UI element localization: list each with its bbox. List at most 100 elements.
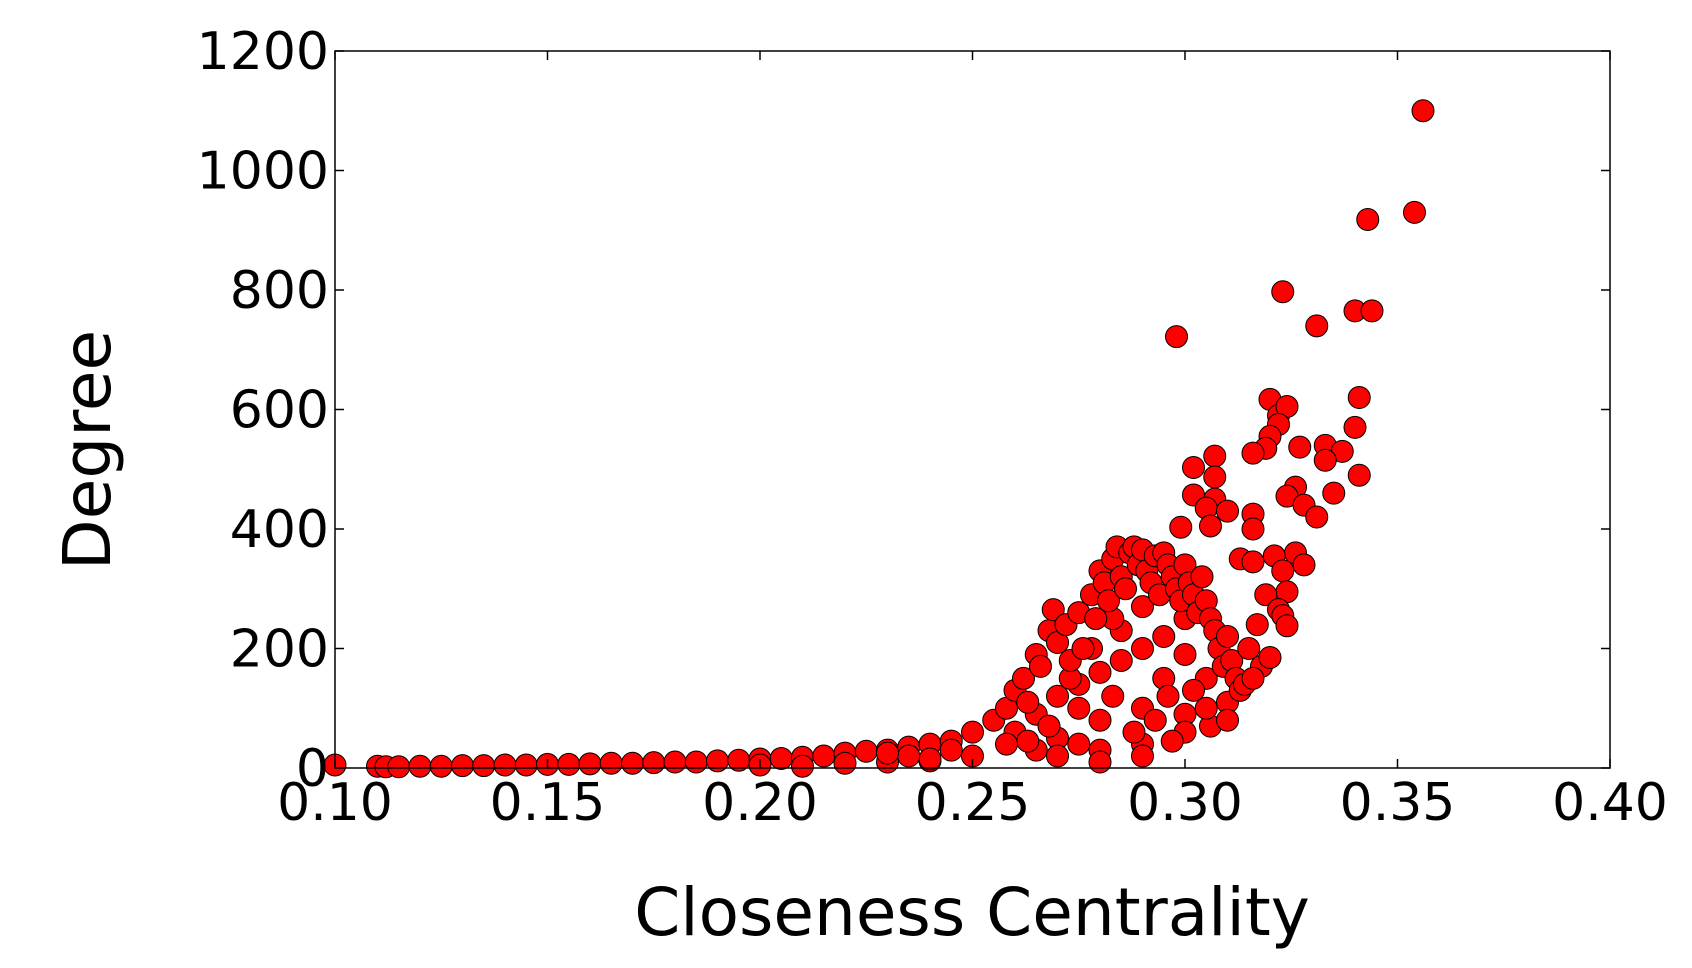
- point: [1403, 200, 1426, 224]
- point: [1313, 448, 1337, 472]
- point: [1156, 684, 1180, 708]
- point: [1292, 553, 1316, 577]
- point: [1016, 690, 1040, 714]
- point: [812, 744, 836, 768]
- y-tick-label: 1200: [197, 22, 329, 82]
- point: [833, 751, 857, 775]
- x-tick-label: 0.20: [702, 773, 818, 833]
- point: [1101, 684, 1125, 708]
- point: [1067, 732, 1091, 756]
- point: [1271, 559, 1295, 583]
- y-tick-label: 400: [230, 500, 329, 560]
- point: [1216, 625, 1239, 649]
- point: [1169, 515, 1193, 539]
- point: [1165, 325, 1188, 349]
- x-tick-label: 0.30: [1127, 773, 1243, 833]
- x-axis-label: Closeness Centrality: [634, 874, 1310, 951]
- point: [1037, 714, 1061, 738]
- point: [1143, 708, 1167, 732]
- point: [1288, 435, 1312, 459]
- plot-frame: [334, 50, 1611, 769]
- point: [1322, 481, 1346, 505]
- point: [1190, 565, 1214, 589]
- point: [1254, 583, 1278, 607]
- point: [1012, 666, 1035, 690]
- point: [1356, 207, 1380, 231]
- x-tick-label: 0.35: [1340, 773, 1456, 833]
- x-tick-label: 0.40: [1552, 773, 1668, 833]
- x-tick-label: 0.25: [915, 773, 1031, 833]
- point: [1041, 598, 1065, 622]
- point: [1271, 280, 1295, 304]
- point: [1203, 444, 1227, 468]
- y-tick-label: 0: [296, 739, 329, 799]
- point: [1245, 613, 1269, 637]
- point: [1029, 654, 1052, 678]
- point: [1084, 607, 1108, 631]
- point: [429, 754, 453, 778]
- point: [621, 751, 644, 775]
- point: [1131, 744, 1154, 768]
- point: [995, 732, 1018, 756]
- point: [918, 747, 942, 771]
- point: [1216, 708, 1239, 732]
- point: [1347, 386, 1371, 410]
- point: [1046, 684, 1069, 708]
- point: [1131, 595, 1154, 619]
- point: [1360, 299, 1384, 323]
- point: [1203, 465, 1227, 489]
- point: [769, 746, 793, 770]
- point: [1411, 99, 1435, 123]
- point: [1275, 614, 1299, 638]
- point: [1182, 678, 1205, 702]
- point: [1088, 750, 1112, 774]
- point: [1160, 729, 1184, 753]
- point: [1199, 514, 1222, 538]
- x-tick-label: 0.10: [277, 773, 393, 833]
- x-tick-label: 0.15: [490, 773, 606, 833]
- point: [1097, 589, 1120, 613]
- point: [1182, 455, 1205, 479]
- point: [408, 754, 432, 778]
- point: [1173, 642, 1197, 666]
- point: [1114, 577, 1137, 601]
- point: [1241, 517, 1265, 541]
- point: [1071, 637, 1095, 660]
- point: [1241, 441, 1265, 465]
- point: [854, 739, 878, 763]
- point: [1305, 505, 1329, 529]
- y-tick-label: 1000: [197, 142, 329, 202]
- point: [1343, 415, 1367, 439]
- point: [1194, 696, 1218, 720]
- point: [961, 720, 984, 744]
- point: [1131, 637, 1154, 660]
- point: [1258, 645, 1282, 669]
- point: [642, 751, 666, 775]
- point: [1241, 550, 1265, 574]
- point: [451, 754, 474, 778]
- point: [791, 754, 814, 778]
- point: [897, 744, 921, 768]
- point: [1216, 499, 1239, 523]
- point: [1046, 744, 1069, 768]
- point: [1109, 648, 1133, 672]
- y-tick-label: 200: [230, 620, 329, 680]
- point: [1152, 625, 1176, 649]
- point: [684, 750, 708, 774]
- point: [1088, 708, 1112, 732]
- point: [876, 741, 899, 765]
- point: [1067, 696, 1091, 720]
- point: [939, 738, 963, 762]
- point: [578, 752, 602, 776]
- point: [1347, 463, 1371, 487]
- point: [1016, 729, 1040, 753]
- y-axis-label: Degree: [49, 330, 126, 570]
- point: [1088, 660, 1112, 684]
- point: [1305, 314, 1329, 338]
- y-tick-label: 800: [230, 261, 329, 321]
- point: [1122, 720, 1146, 744]
- point: [1241, 666, 1265, 690]
- point: [599, 751, 623, 775]
- y-tick-label: 600: [230, 381, 329, 441]
